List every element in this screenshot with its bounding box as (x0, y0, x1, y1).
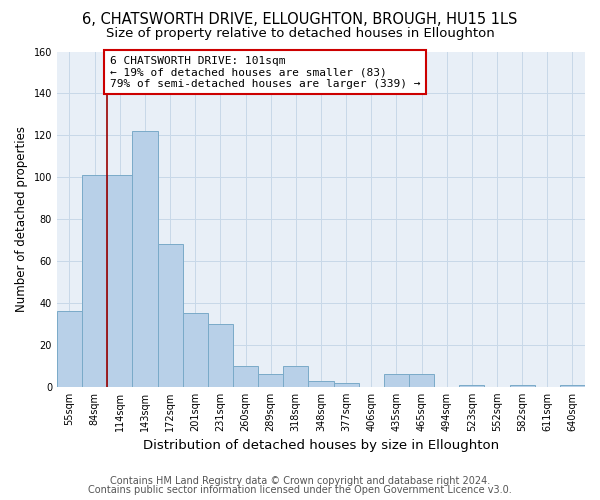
Text: Size of property relative to detached houses in Elloughton: Size of property relative to detached ho… (106, 28, 494, 40)
Bar (133, 131, 158, 387)
Text: Contains public sector information licensed under the Open Government Licence v3: Contains public sector information licen… (88, 485, 512, 495)
Bar (233, 366, 258, 387)
Bar (283, 366, 308, 387)
Bar (409, 374, 434, 387)
Bar (459, 384, 484, 387)
Bar (560, 384, 585, 387)
Bar (182, 314, 208, 387)
X-axis label: Distribution of detached houses by size in Elloughton: Distribution of detached houses by size … (143, 440, 499, 452)
Text: 6, CHATSWORTH DRIVE, ELLOUGHTON, BROUGH, HU15 1LS: 6, CHATSWORTH DRIVE, ELLOUGHTON, BROUGH,… (82, 12, 518, 28)
Bar (258, 374, 283, 387)
Bar (208, 324, 233, 387)
Y-axis label: Number of detached properties: Number of detached properties (15, 126, 28, 312)
Bar (107, 175, 133, 387)
Bar (158, 244, 182, 387)
Text: 6 CHATSWORTH DRIVE: 101sqm
← 19% of detached houses are smaller (83)
79% of semi: 6 CHATSWORTH DRIVE: 101sqm ← 19% of deta… (110, 56, 420, 89)
Bar (57, 312, 82, 387)
Text: Contains HM Land Registry data © Crown copyright and database right 2024.: Contains HM Land Registry data © Crown c… (110, 476, 490, 486)
Bar (509, 384, 535, 387)
Bar (384, 374, 409, 387)
Bar (82, 175, 107, 387)
Bar (308, 380, 334, 387)
Bar (334, 382, 359, 387)
